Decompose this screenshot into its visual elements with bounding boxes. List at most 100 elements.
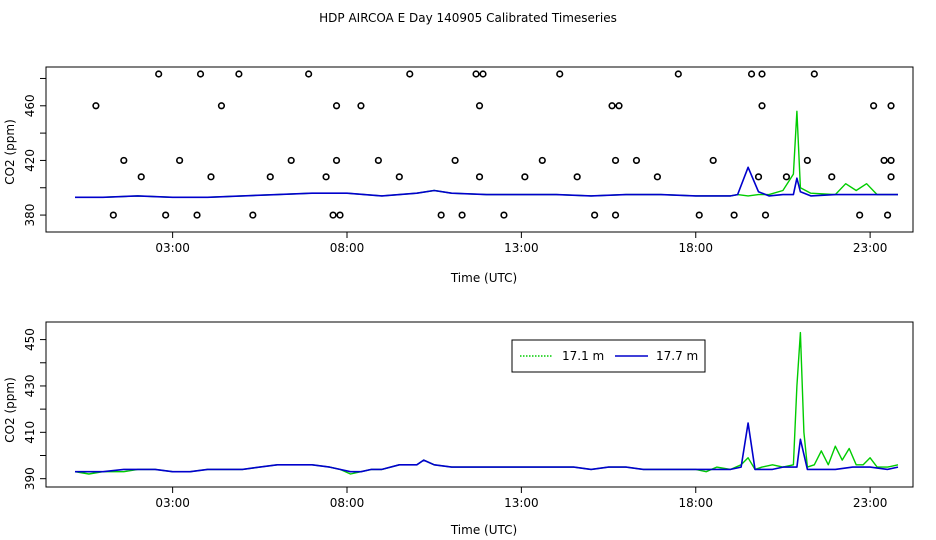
bottom-plot-frame: [45, 321, 914, 488]
top-flag-marker: [803, 156, 811, 165]
top-flag-marker: [329, 211, 337, 219]
top-flag-marker: [810, 70, 818, 78]
top-flag-marker: [109, 211, 117, 219]
top-flag-marker: [880, 156, 888, 165]
top-x-tick-label: 13:00: [504, 241, 539, 255]
top-flag-marker: [395, 173, 403, 181]
top-flag-marker: [479, 70, 487, 78]
top-panel: 03:00 08:00 13:00 18:00 23:00 380 420 460 Time…: [3, 66, 914, 285]
bottom-x-tick-label: 18:00: [678, 496, 713, 510]
top-flag-marker: [322, 173, 330, 181]
legend: 17.1 m 17.7 m: [511, 339, 706, 373]
top-flag-marker: [249, 211, 257, 219]
top-flag-marker: [162, 211, 170, 219]
top-flag-marker: [336, 211, 344, 219]
top-x-axis-title: Time (UTC): [450, 271, 517, 285]
top-flag-marker: [883, 211, 892, 219]
top-flag-marker: [538, 156, 546, 165]
top-flag-marker: [608, 102, 616, 110]
legend-label-series2: 17.7 m: [656, 349, 698, 363]
bottom-y-tick-label: 430: [23, 375, 37, 398]
top-series-line-2: [75, 166, 898, 199]
top-flag-marker: [332, 102, 341, 110]
top-flag-marker: [287, 156, 295, 165]
bottom-y-tick-label: 450: [23, 328, 37, 351]
bottom-x-tick-label: 23:00: [853, 496, 888, 510]
top-flag-marker: [632, 156, 641, 165]
top-flag-marker: [500, 211, 508, 219]
top-y-axis-title: CO2 (ppm): [3, 119, 17, 185]
top-flag-marker: [782, 173, 791, 181]
top-flag-marker: [758, 102, 766, 110]
legend-label-series1: 17.1 m: [562, 349, 604, 363]
top-x-axis: 03:00 08:00 13:00 18:00 23:00: [155, 232, 887, 255]
top-x-tick-label: 18:00: [678, 241, 713, 255]
chart-title: HDP AIRCOA E Day 140905 Calibrated Times…: [319, 11, 617, 25]
top-flag-marker: [475, 173, 484, 181]
bottom-x-axis-title: Time (UTC): [450, 523, 517, 537]
top-y-tick-label: 420: [23, 149, 37, 172]
top-flag-marker: [761, 211, 770, 219]
bottom-panel: 03:00 08:00 13:00 18:00 23:00 390 410 430 450 T…: [3, 321, 914, 537]
top-flag-marker: [196, 70, 205, 78]
top-flag-marker: [674, 70, 682, 78]
top-flag-marker: [475, 102, 484, 110]
top-y-axis: 380 420 460: [23, 77, 46, 227]
top-flag-marker: [406, 70, 414, 78]
top-flag-marker: [217, 102, 226, 110]
bottom-plot-area: [74, 331, 899, 475]
top-flag-marker: [747, 70, 756, 78]
top-flag-marker: [235, 70, 243, 78]
bottom-y-axis: 390 410 430 450: [23, 328, 46, 490]
top-flag-marker: [758, 70, 766, 78]
top-flag-marker: [176, 156, 184, 165]
top-flag-marker: [266, 173, 274, 181]
top-flag-marker: [458, 211, 466, 219]
bottom-x-axis: 03:00 08:00 13:00 18:00 23:00: [155, 487, 887, 510]
top-flag-marker: [887, 102, 895, 110]
top-plot-area: [75, 70, 898, 219]
top-flag-marker: [193, 211, 201, 219]
top-flag-marker: [828, 173, 836, 181]
bottom-x-tick-label: 13:00: [504, 496, 539, 510]
top-flag-marker: [305, 70, 313, 78]
top-flag-marker: [374, 156, 382, 165]
top-flag-marker: [887, 156, 895, 165]
bottom-x-tick-label: 08:00: [330, 496, 365, 510]
bottom-series-line-2: [75, 422, 899, 473]
bottom-y-tick-label: 410: [23, 421, 37, 444]
top-flag-marker: [573, 173, 581, 181]
top-flag-marker: [120, 156, 128, 165]
top-flag-marker: [92, 102, 100, 110]
top-flag-marker: [653, 173, 661, 181]
top-flag-marker: [709, 156, 717, 165]
top-y-tick-label: 380: [23, 204, 37, 227]
top-y-tick-label: 460: [23, 94, 37, 117]
top-flag-marker: [754, 173, 763, 181]
top-x-tick-label: 23:00: [853, 241, 888, 255]
top-flag-marker: [611, 211, 620, 219]
top-x-tick-label: 08:00: [330, 241, 365, 255]
bottom-series-line-1: [74, 331, 899, 475]
bottom-y-tick-label: 390: [23, 467, 37, 490]
top-flag-marker: [357, 102, 365, 110]
top-flag-marker: [591, 211, 599, 219]
top-flag-marker: [207, 173, 215, 181]
top-flag-marker: [472, 70, 480, 78]
top-flag-marker: [451, 156, 459, 165]
top-series-line-1: [75, 110, 898, 199]
top-flag-marker: [556, 70, 564, 78]
top-x-tick-label: 03:00: [155, 241, 190, 255]
top-flag-marker: [521, 173, 529, 181]
top-flag-marker: [437, 211, 445, 219]
top-flag-marker: [611, 156, 620, 165]
bottom-y-axis-title: CO2 (ppm): [3, 377, 17, 443]
top-flag-marker: [332, 156, 341, 165]
top-flag-marker: [615, 102, 623, 110]
bottom-x-tick-label: 03:00: [155, 496, 190, 510]
top-flag-marker: [695, 211, 703, 219]
top-flag-marker: [887, 173, 895, 181]
top-flag-marker: [870, 102, 878, 110]
top-flag-marker: [137, 173, 145, 181]
